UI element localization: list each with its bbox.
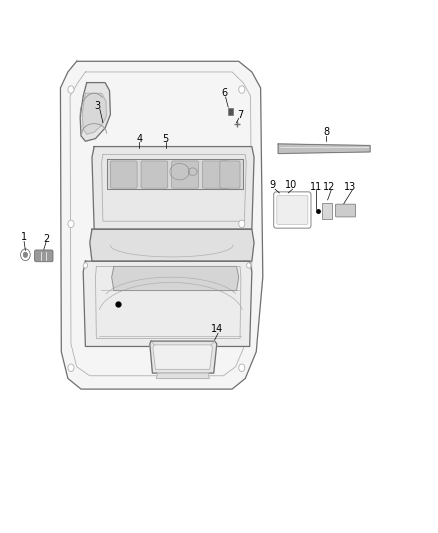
Text: 1: 1 [21, 232, 27, 242]
Circle shape [239, 220, 245, 228]
Text: 6: 6 [221, 88, 227, 98]
Text: 7: 7 [237, 110, 243, 119]
Polygon shape [90, 229, 254, 261]
FancyBboxPatch shape [172, 161, 198, 188]
Polygon shape [150, 341, 217, 373]
Text: 12: 12 [323, 182, 336, 191]
FancyBboxPatch shape [202, 161, 229, 188]
Text: 4: 4 [136, 134, 142, 143]
FancyBboxPatch shape [220, 161, 240, 188]
Text: 9: 9 [269, 181, 276, 190]
Text: 3: 3 [94, 101, 100, 110]
Polygon shape [92, 147, 254, 229]
Text: 8: 8 [323, 127, 329, 137]
Bar [228, 108, 233, 115]
Text: 13: 13 [344, 182, 357, 191]
Circle shape [83, 263, 88, 268]
FancyBboxPatch shape [110, 161, 137, 188]
Polygon shape [112, 266, 239, 290]
Circle shape [68, 86, 74, 93]
FancyBboxPatch shape [277, 196, 308, 224]
FancyBboxPatch shape [336, 204, 356, 217]
Circle shape [23, 252, 28, 257]
Polygon shape [278, 144, 370, 154]
Text: 2: 2 [43, 234, 49, 244]
Circle shape [239, 364, 245, 372]
FancyBboxPatch shape [274, 192, 311, 228]
Circle shape [68, 364, 74, 372]
Circle shape [239, 86, 245, 93]
Polygon shape [80, 83, 110, 141]
Circle shape [68, 220, 74, 228]
Polygon shape [153, 345, 212, 369]
Text: 11: 11 [310, 182, 322, 191]
Polygon shape [82, 93, 106, 134]
Text: 5: 5 [162, 134, 169, 143]
FancyBboxPatch shape [35, 250, 53, 262]
Bar [322, 203, 332, 219]
Text: 10: 10 [285, 181, 297, 190]
Circle shape [247, 263, 251, 268]
Polygon shape [83, 261, 252, 346]
FancyBboxPatch shape [141, 161, 168, 188]
Polygon shape [60, 61, 263, 389]
Circle shape [21, 249, 30, 261]
Polygon shape [107, 159, 243, 189]
Polygon shape [156, 373, 209, 378]
Text: 14: 14 [211, 325, 223, 334]
